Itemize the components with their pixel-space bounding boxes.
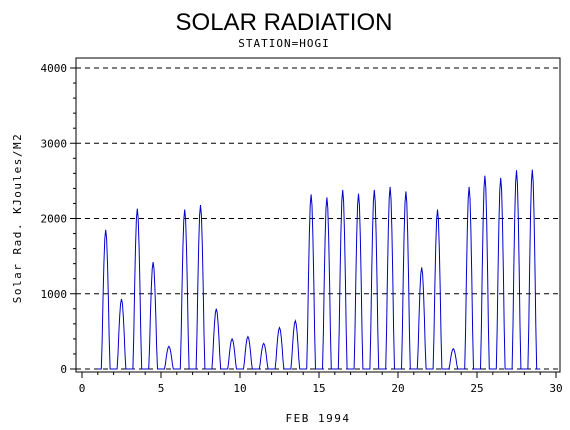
y-tick-label: 4000 (41, 62, 68, 75)
x-tick-label: 30 (549, 382, 562, 395)
y-tick-label: 1000 (41, 288, 68, 301)
grid-lines (76, 67, 560, 370)
y-tick-label: 2000 (41, 213, 68, 226)
x-tick-label: 5 (158, 382, 165, 395)
x-tick-label: 0 (79, 382, 86, 395)
x-tick-label: 20 (391, 382, 404, 395)
y-axis-label: Solar Rad. KJoules/M2 (11, 133, 24, 304)
x-tick-label: 25 (470, 382, 483, 395)
series-layer (97, 169, 541, 370)
radiation-series-line (97, 169, 541, 370)
chart-title: SOLAR RADIATION (176, 9, 393, 36)
x-tick-label: 10 (233, 382, 246, 395)
x-tick-label: 15 (312, 382, 325, 395)
axis-ticks: 0 1000 2000 3000 4000 0 5 10 15 20 25 30 (41, 62, 563, 395)
chart-subtitle: STATION=HOGI (238, 37, 329, 50)
y-tick-label: 3000 (41, 137, 68, 150)
plot-frame (75, 57, 561, 373)
y-tick-label: 0 (60, 363, 67, 376)
x-axis-label: FEB 1994 (286, 412, 351, 425)
